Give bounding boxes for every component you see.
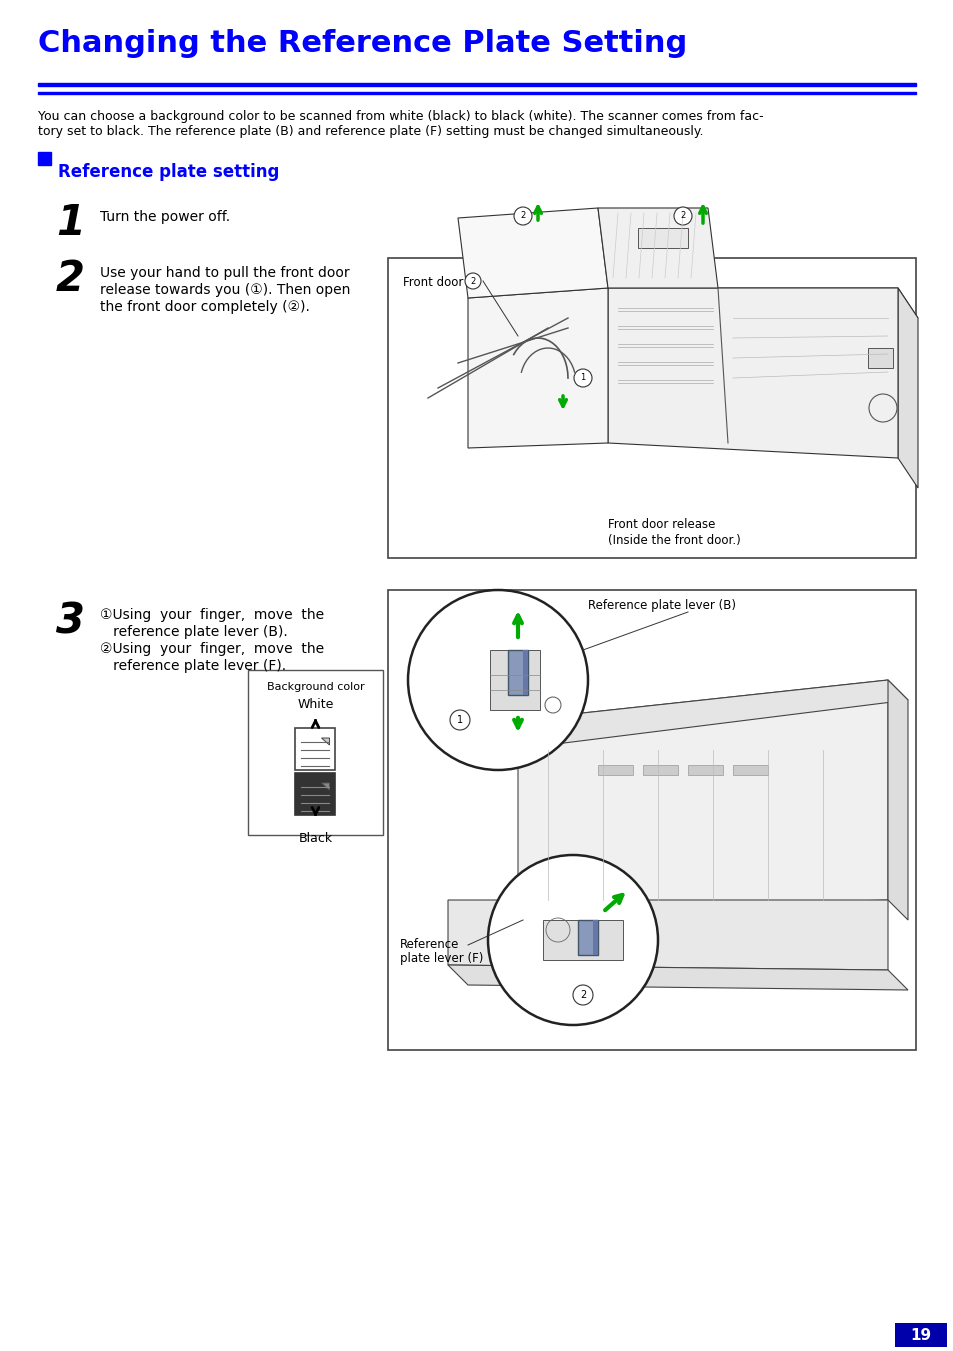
Text: White: White	[297, 698, 334, 711]
Text: You can choose a background color to be scanned from white (black) to black (whi: You can choose a background color to be …	[38, 109, 762, 123]
Bar	[867, 349, 892, 367]
Bar	[522, 650, 527, 694]
Text: Changing the Reference Plate Setting: Changing the Reference Plate Setting	[38, 28, 686, 58]
Bar	[388, 258, 915, 558]
Text: 19: 19	[909, 1328, 930, 1343]
Bar	[593, 920, 598, 955]
Text: ①Using  your  finger,  move  the: ①Using your finger, move the	[100, 608, 324, 621]
Polygon shape	[578, 920, 598, 955]
Circle shape	[450, 711, 470, 730]
Bar	[542, 920, 622, 961]
Polygon shape	[598, 208, 718, 288]
Text: Use your hand to pull the front door: Use your hand to pull the front door	[100, 266, 349, 280]
Text: the front door completely (②).: the front door completely (②).	[100, 300, 310, 313]
Text: Reference: Reference	[399, 938, 459, 951]
Bar	[388, 590, 915, 1050]
Polygon shape	[448, 965, 907, 990]
Circle shape	[514, 207, 532, 226]
Polygon shape	[468, 288, 607, 449]
Text: 2: 2	[470, 277, 476, 285]
Polygon shape	[517, 680, 887, 911]
Polygon shape	[887, 680, 907, 920]
Text: plate lever (F): plate lever (F)	[399, 952, 483, 965]
Bar	[295, 773, 335, 815]
Polygon shape	[507, 650, 527, 694]
Bar	[687, 765, 722, 775]
Circle shape	[574, 369, 592, 386]
Bar	[38, 153, 51, 165]
Polygon shape	[457, 208, 607, 299]
Circle shape	[408, 590, 587, 770]
Text: Turn the power off.: Turn the power off.	[100, 209, 230, 224]
Bar	[598, 765, 633, 775]
Bar	[642, 765, 678, 775]
Bar	[248, 670, 382, 835]
Text: 2: 2	[579, 990, 585, 1000]
Circle shape	[573, 985, 593, 1005]
Bar	[732, 765, 767, 775]
Text: reference plate lever (F).: reference plate lever (F).	[100, 659, 286, 673]
Polygon shape	[448, 900, 887, 970]
Text: Reference plate setting: Reference plate setting	[58, 163, 279, 181]
Text: 2: 2	[56, 258, 85, 300]
Bar	[38, 82, 915, 86]
Bar	[295, 728, 335, 770]
Circle shape	[488, 855, 658, 1025]
Polygon shape	[321, 738, 329, 744]
Text: reference plate lever (B).: reference plate lever (B).	[100, 626, 288, 639]
Text: 2: 2	[519, 212, 525, 220]
Text: Background color: Background color	[267, 682, 364, 692]
Text: ②Using  your  finger,  move  the: ②Using your finger, move the	[100, 642, 324, 657]
Polygon shape	[321, 784, 329, 790]
Polygon shape	[897, 288, 917, 488]
Text: Front door: Front door	[402, 276, 463, 289]
Text: 2: 2	[679, 212, 685, 220]
Bar	[38, 92, 915, 95]
Polygon shape	[607, 288, 917, 317]
Text: release towards you (①). Then open: release towards you (①). Then open	[100, 282, 350, 297]
Text: (Inside the front door.): (Inside the front door.)	[607, 534, 740, 547]
Text: Reference plate lever (B): Reference plate lever (B)	[587, 598, 735, 612]
Circle shape	[464, 273, 480, 289]
Bar	[490, 650, 539, 711]
Circle shape	[673, 207, 691, 226]
Text: 1: 1	[456, 715, 462, 725]
Polygon shape	[607, 288, 897, 458]
Text: Front door release: Front door release	[607, 517, 715, 531]
Text: tory set to black. The reference plate (B) and reference plate (F) setting must : tory set to black. The reference plate (…	[38, 126, 702, 138]
Bar	[638, 228, 687, 249]
Text: 1: 1	[579, 373, 585, 382]
Text: 1: 1	[56, 203, 85, 245]
Bar	[894, 1323, 946, 1347]
Text: Black: Black	[298, 832, 333, 844]
Polygon shape	[517, 680, 907, 744]
Text: 3: 3	[56, 600, 85, 642]
